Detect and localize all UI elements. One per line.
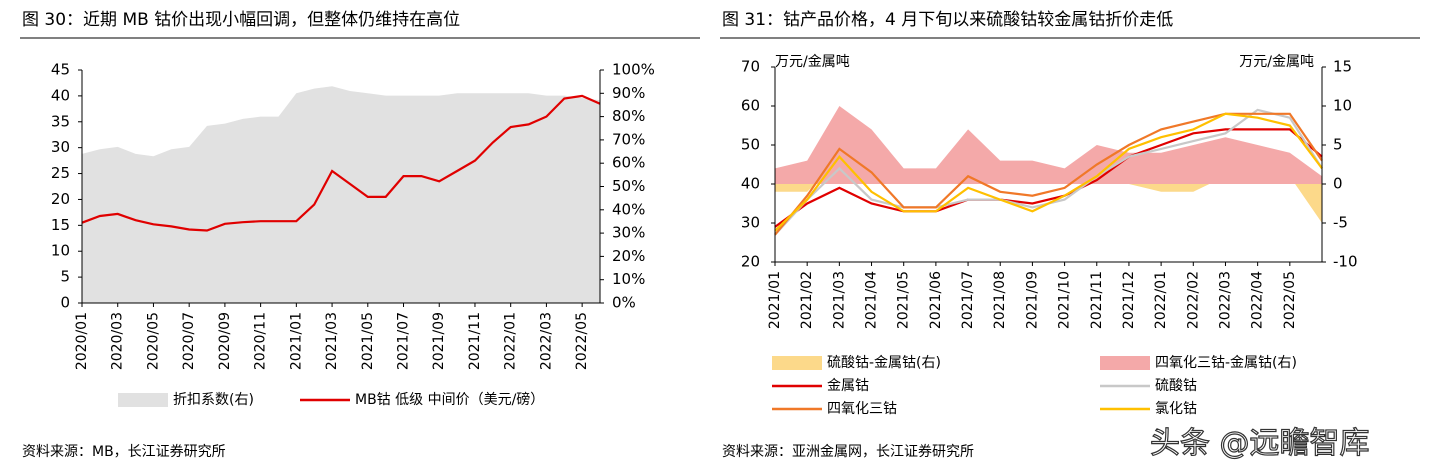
y-tick-label: 30 <box>741 214 760 232</box>
x-tick-label: 2022/01 <box>503 312 519 370</box>
y2-tick-label: 20% <box>612 247 645 265</box>
x-tick-label: 2021/07 <box>396 312 412 370</box>
y2-tick-label: 100% <box>612 61 655 79</box>
y-tick-label: 10 <box>51 242 70 260</box>
y2-tick-label: 5 <box>1333 136 1343 154</box>
x-tick-label: 2021/03 <box>324 312 340 370</box>
line <box>81 94 601 232</box>
area <box>82 86 600 303</box>
x-tick-label: 2020/07 <box>181 312 197 370</box>
y-tick-label: 15 <box>51 216 70 234</box>
area <box>775 106 1322 184</box>
y-tick-label: 30 <box>51 138 70 156</box>
x-tick-label: 2021/05 <box>360 312 376 370</box>
x-tick-label: 2020/09 <box>217 312 233 370</box>
y-tick-label: 25 <box>51 164 70 182</box>
y2-tick-label: 30% <box>612 224 645 242</box>
y2-tick-label: 15 <box>1333 58 1352 76</box>
x-tick-label: 2022/02 <box>1185 271 1201 329</box>
x-tick-label: 2021/08 <box>992 271 1008 329</box>
y2-tick-label: 90% <box>612 84 645 102</box>
y-tick-label: 20 <box>51 190 70 208</box>
x-tick-label: 2021/02 <box>799 271 815 329</box>
x-tick-label: 2022/03 <box>1217 271 1233 329</box>
legend-label: 折扣系数(右) <box>173 392 254 408</box>
y2-tick-label: -10 <box>1333 253 1358 271</box>
y2-tick-label: 0% <box>612 294 636 312</box>
x-tick-label: 2021/06 <box>928 271 944 329</box>
x-tick-label: 2022/04 <box>1250 271 1266 329</box>
legend-swatch <box>1100 356 1150 370</box>
y-tick-label: 35 <box>51 112 70 130</box>
x-tick-label: 2022/03 <box>538 312 554 370</box>
y2-tick-label: 70% <box>612 130 645 148</box>
y-tick-label: 0 <box>60 294 70 312</box>
y-tick-label: 20 <box>741 253 760 271</box>
x-tick-label: 2021/09 <box>1024 271 1040 329</box>
x-tick-label: 2021/12 <box>1121 271 1137 329</box>
y2-axis-title: 万元/金属吨 <box>1239 54 1314 70</box>
legend-swatch <box>772 356 822 370</box>
legend-label: 硫酸钴-金属钴(右) <box>827 355 941 371</box>
x-tick-label: 2021/01 <box>288 312 304 370</box>
legend-label: MB钴 低级 中间价（美元/磅） <box>355 391 544 408</box>
x-tick-label: 2021/05 <box>896 271 912 329</box>
y-tick-label: 40 <box>51 86 70 104</box>
x-tick-label: 2022/01 <box>1153 271 1169 329</box>
y2-tick-label: 40% <box>612 200 645 218</box>
y-tick-label: 45 <box>51 61 70 79</box>
y-tick-label: 60 <box>741 97 760 115</box>
chart-title: 图 31：钴产品价格，4 月下旬以来硫酸钴较金属钴折价走低 <box>722 10 1173 30</box>
legend-label: 硫酸钴 <box>1155 378 1197 394</box>
legend-label: 四氧化三钴-金属钴(右) <box>1155 355 1297 371</box>
y-tick-label: 50 <box>741 136 760 154</box>
x-tick-label: 2021/03 <box>831 271 847 329</box>
x-tick-label: 2021/07 <box>960 271 976 329</box>
legend-label: 金属钴 <box>827 378 869 394</box>
x-tick-label: 2021/09 <box>431 312 447 370</box>
y2-tick-label: 50% <box>612 177 645 195</box>
x-tick-label: 2021/10 <box>1057 271 1073 329</box>
x-tick-label: 2020/03 <box>110 312 126 370</box>
y2-tick-label: 60% <box>612 154 645 172</box>
watermark: 头条 @远瞻智库 <box>1149 425 1370 461</box>
y2-tick-label: -5 <box>1333 214 1348 232</box>
chart-title: 图 30：近期 MB 钴价出现小幅回调，但整体仍维持在高位 <box>22 10 460 30</box>
line <box>774 112 1323 232</box>
x-tick-label: 2021/11 <box>1089 271 1105 329</box>
source: 资料来源：MB，长江证券研究所 <box>22 444 226 460</box>
y-axis-title: 万元/金属吨 <box>775 54 850 70</box>
x-tick-label: 2022/05 <box>574 312 590 370</box>
legend-swatch <box>118 393 168 407</box>
legend-label: 四氧化三钴 <box>827 401 897 417</box>
y2-tick-label: 80% <box>612 107 645 125</box>
y-tick-label: 40 <box>741 175 760 193</box>
x-tick-label: 2020/01 <box>74 312 90 370</box>
y2-tick-label: 10% <box>612 270 645 288</box>
y-tick-label: 5 <box>60 268 70 286</box>
legend-label: 氯化钴 <box>1155 401 1197 417</box>
x-tick-label: 2020/11 <box>253 312 269 370</box>
y-tick-label: 70 <box>741 58 760 76</box>
x-tick-label: 2021/04 <box>864 271 880 329</box>
source: 资料来源：亚洲金属网，长江证券研究所 <box>722 444 974 460</box>
x-tick-label: 2021/11 <box>467 312 483 370</box>
y2-tick-label: 10 <box>1333 97 1352 115</box>
y2-tick-label: 0 <box>1333 175 1343 193</box>
x-tick-label: 2020/05 <box>145 312 161 370</box>
x-tick-label: 2021/01 <box>767 271 783 329</box>
x-tick-label: 2022/05 <box>1282 271 1298 329</box>
